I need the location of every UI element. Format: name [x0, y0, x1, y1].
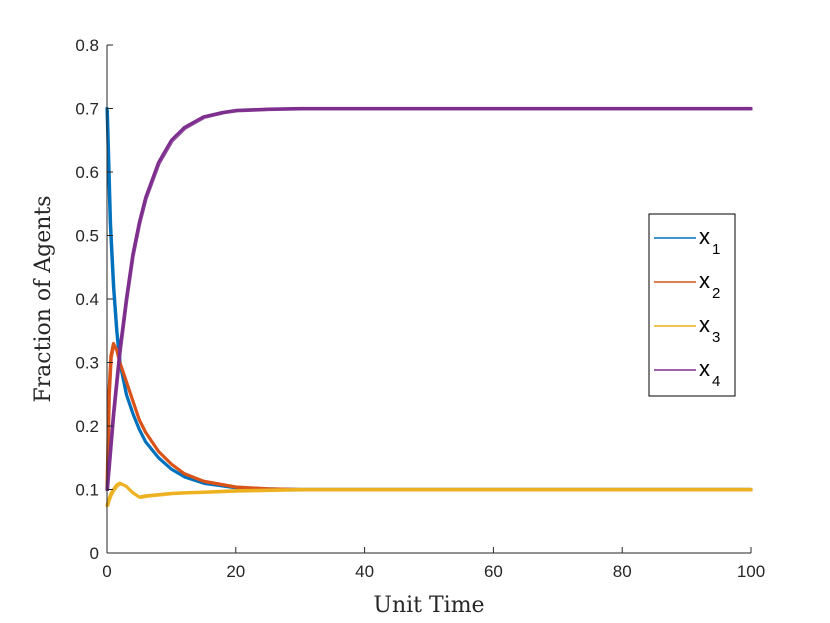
series-line-x3: [105, 481, 753, 507]
y-tick-label: 0.3: [75, 354, 99, 373]
series-line-x4: [105, 106, 753, 492]
y-tick-label: 0.4: [75, 290, 99, 309]
y-tick-label: 0.2: [75, 417, 99, 436]
legend: x1 x2 x3 x4: [648, 213, 736, 397]
series-sample-line-x4: [108, 109, 753, 492]
y-axis-ticks: 0 0.1 0.2 0.3 0.4 0.5 0.6 0.7 0.8: [75, 36, 113, 563]
x-axis-title: Unit Time: [373, 593, 484, 618]
x-tick-label: 100: [737, 562, 765, 581]
x-axis-ticks: 0 20 40 60 80 100: [102, 547, 765, 581]
y-tick-label: 0.5: [75, 227, 99, 246]
x-tick-label: 0: [102, 562, 111, 581]
series-sample-line-x3: [108, 484, 753, 508]
x-tick-label: 40: [355, 562, 374, 581]
legend-label-x2: x2: [699, 268, 720, 302]
legend-label-x3: x3: [699, 312, 720, 346]
y-tick-label: 0: [90, 544, 99, 563]
series-layer: [105, 106, 753, 508]
legend-label-x4: x4: [699, 356, 720, 390]
plot-background: [107, 45, 751, 553]
y-tick-label: 0.7: [75, 100, 99, 119]
x-tick-label: 80: [613, 562, 632, 581]
y-axis-title: Fraction of Agents: [31, 195, 56, 402]
x-tick-label: 60: [484, 562, 503, 581]
y-tick-label: 0.8: [75, 36, 99, 55]
y-tick-label: 0.1: [75, 481, 99, 500]
x-tick-label: 20: [226, 562, 245, 581]
legend-label-x1: x1: [699, 224, 720, 258]
legend-box: [648, 213, 736, 397]
y-tick-label: 0.6: [75, 163, 99, 182]
